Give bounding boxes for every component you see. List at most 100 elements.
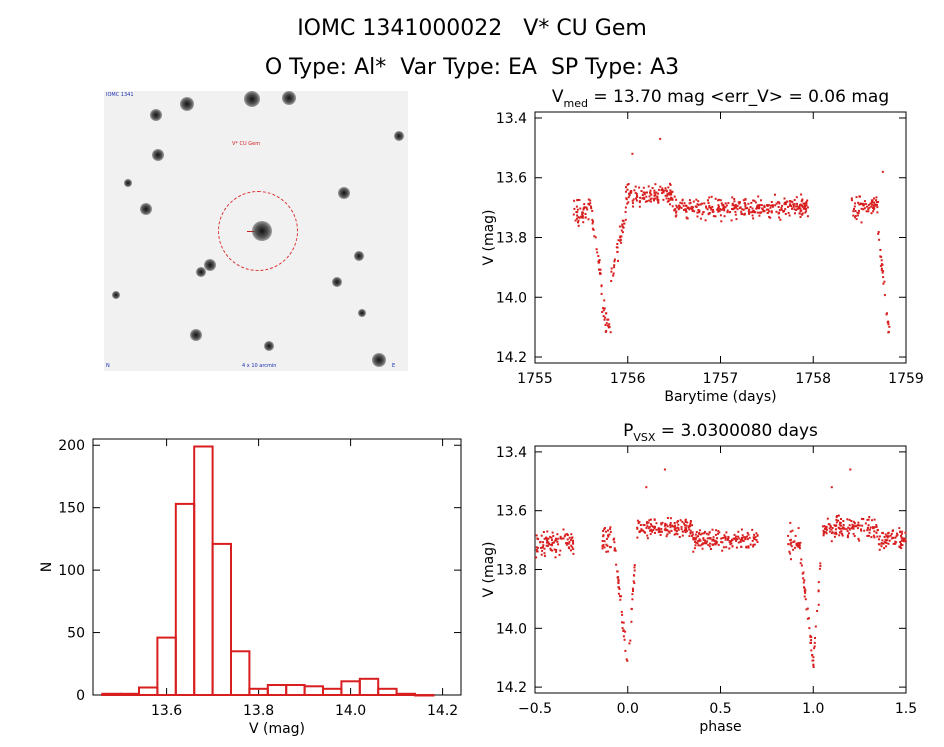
- lightcurve-point: [576, 214, 579, 217]
- lightcurve-point: [760, 204, 763, 207]
- phased-point: [904, 538, 907, 541]
- lightcurve-point: [870, 201, 873, 204]
- phased-point: [608, 533, 611, 536]
- phased-point: [551, 531, 554, 534]
- phased-point: [673, 522, 676, 524]
- phased-point: [746, 535, 748, 538]
- phased-point: [812, 656, 815, 659]
- phased-point: [857, 524, 860, 527]
- lightcurve-point: [740, 212, 743, 215]
- phased-point: [609, 526, 612, 529]
- phased-point: [603, 546, 606, 549]
- phased-point: [652, 528, 655, 531]
- lightcurve-point: [627, 196, 630, 199]
- field-star: [124, 179, 132, 187]
- lightcurve-point: [599, 271, 601, 274]
- lightcurve-point: [880, 269, 883, 272]
- phased-point: [747, 533, 750, 536]
- phased-point: [633, 574, 636, 577]
- phased-point: [545, 544, 548, 547]
- lightcurve-point: [579, 207, 582, 210]
- phased-point: [789, 521, 792, 524]
- phased-point: [571, 536, 573, 539]
- phased-point: [755, 532, 758, 535]
- phased-point: [898, 527, 901, 530]
- lightcurve-point: [798, 206, 801, 208]
- phased-point: [835, 521, 838, 524]
- lightcurve-point: [763, 210, 766, 212]
- phased-point: [651, 529, 653, 532]
- phased-point: [694, 533, 697, 536]
- phased-point: [672, 525, 674, 528]
- lightcurve-point: [581, 216, 584, 219]
- lightcurve-point: [794, 212, 796, 215]
- lightcurve-point: [752, 209, 755, 212]
- lightcurve-point: [777, 206, 780, 208]
- phased-point: [799, 562, 802, 565]
- phased-point: [680, 525, 683, 528]
- lightcurve-point: [661, 187, 664, 190]
- lightcurve-point: [669, 203, 671, 206]
- lightcurve-point: [760, 199, 762, 202]
- phased-point: [542, 541, 544, 544]
- phased-point: [555, 549, 558, 551]
- lightcurve-point: [730, 219, 733, 222]
- phased-point: [657, 527, 660, 530]
- phased-point: [810, 649, 813, 652]
- phased-point: [688, 535, 691, 538]
- phased-point: [715, 540, 718, 543]
- phased-point: [812, 663, 815, 666]
- lightcurve-point: [737, 201, 740, 204]
- lightcurve-point: [805, 210, 808, 213]
- phased-point: [667, 530, 670, 533]
- lightcurve-point: [610, 267, 613, 270]
- phased-point: [670, 524, 673, 527]
- phased-point: [540, 553, 543, 556]
- lightcurve-point: [874, 203, 877, 206]
- lightcurve-point: [631, 202, 634, 205]
- phased-point: [607, 535, 610, 538]
- lightcurve-point: [738, 202, 741, 205]
- lightcurve-point: [695, 206, 698, 208]
- lightcurve-point: [803, 207, 806, 210]
- lightcurve-point: [721, 208, 723, 211]
- phased-point: [800, 558, 803, 561]
- phased-point: [810, 641, 812, 644]
- phased-point: [830, 486, 833, 489]
- phased-point: [751, 539, 754, 542]
- lightcurve-point: [723, 209, 726, 212]
- phased-point: [545, 538, 548, 541]
- phased-point: [798, 542, 801, 545]
- lightcurve-point: [575, 205, 578, 208]
- lightcurve-point: [863, 200, 866, 203]
- lightcurve-point: [788, 214, 791, 217]
- lightcurve-point: [803, 202, 806, 205]
- lightcurve-point: [599, 268, 602, 271]
- phased-point: [714, 533, 717, 536]
- phased-point: [863, 529, 866, 532]
- phased-point: [638, 530, 641, 533]
- phased-point: [825, 532, 828, 535]
- phased-point: [549, 535, 552, 538]
- phased-point: [664, 524, 667, 527]
- phased-point: [692, 550, 695, 553]
- lightcurve-point: [731, 202, 734, 205]
- phased-point: [649, 533, 652, 536]
- phased-point: [837, 526, 840, 529]
- phased-point: [706, 540, 709, 543]
- lightcurve-point: [682, 204, 685, 207]
- lightcurve-point: [882, 270, 885, 273]
- lightcurve-point: [640, 190, 643, 192]
- phased-point: [694, 541, 697, 543]
- lightcurve-point: [877, 201, 880, 203]
- phased-point: [901, 530, 904, 533]
- lightcurve-point: [706, 208, 709, 211]
- phased-point: [654, 531, 656, 534]
- phased-point: [735, 539, 738, 542]
- phased-point: [894, 536, 897, 539]
- phased-point: [632, 589, 635, 592]
- phased-point: [565, 543, 568, 546]
- lightcurve-point: [661, 189, 664, 192]
- phased-point: [822, 534, 825, 537]
